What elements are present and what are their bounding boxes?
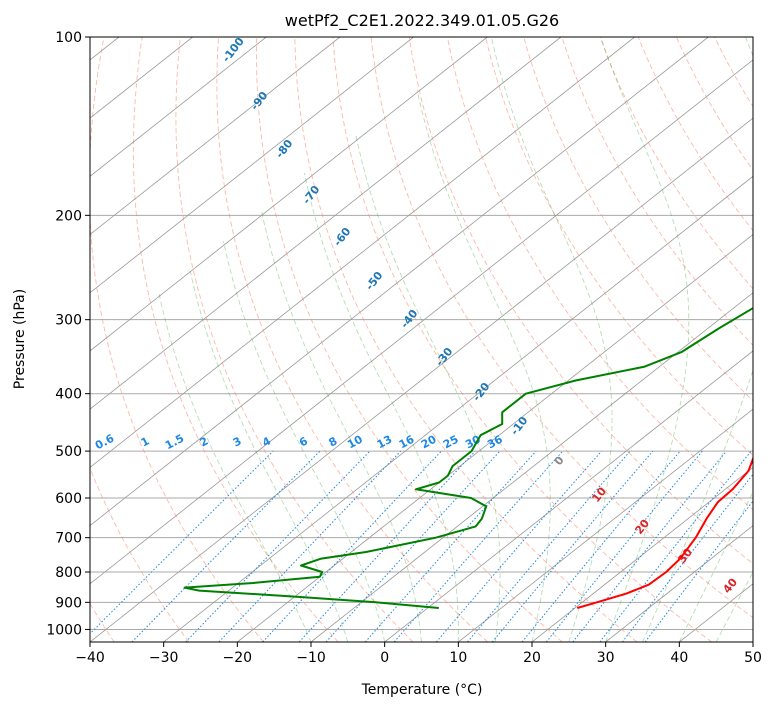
dewpoint-profile-line <box>183 306 753 609</box>
moist-adiabat-line <box>261 210 422 642</box>
moist-adiabat-line <box>158 294 312 642</box>
mixing-ratio-line <box>90 450 274 635</box>
isotherm-line <box>384 350 753 642</box>
dry-adiabats <box>90 37 753 642</box>
dry-adiabat-line <box>175 37 414 642</box>
mixing-ratio-line <box>364 450 537 642</box>
isotherm-line <box>458 408 753 642</box>
x-tick-label: −30 <box>149 650 179 666</box>
dry-adiabat-line <box>408 37 753 565</box>
moist-adiabat-line <box>678 490 753 642</box>
mixing-ratio-label: 25 <box>441 433 461 452</box>
moist-adiabat-line <box>355 135 501 642</box>
y-tick-label: 400 <box>55 387 82 403</box>
y-tick-label: 200 <box>55 208 82 224</box>
mixing-ratio-line <box>436 450 602 642</box>
dry-adiabat-line <box>370 37 753 619</box>
mixing-ratio-line <box>393 450 564 642</box>
temperature-profile-line <box>576 456 753 609</box>
y-tick-label: 300 <box>55 313 82 329</box>
dry-adiabat-line <box>675 37 753 171</box>
mixing-ratio-line <box>572 450 727 642</box>
dry-adiabat-line <box>216 37 488 642</box>
moist-adiabat-line <box>223 241 386 642</box>
y-tick-label: 800 <box>55 565 82 581</box>
plot-area: -100-90-80-70-60-50-40-30-20-10010203040… <box>90 37 753 642</box>
dry-adiabat-line <box>256 37 563 642</box>
mixing-ratio-line <box>521 450 681 642</box>
x-tick-label: 50 <box>744 650 762 666</box>
mixing-ratio-line <box>545 450 703 642</box>
mixing-ratio-line <box>491 450 654 642</box>
isotherm-line <box>90 117 753 642</box>
y-axis-ticks: 100 200 300 400 500 600 700 800 900 1000 <box>46 30 90 638</box>
mixing-ratio-label: 20 <box>419 433 439 452</box>
x-axis-label: Temperature (°C) <box>361 682 483 698</box>
isotherm-line <box>90 37 709 527</box>
moist-adiabats <box>158 37 753 642</box>
x-tick-label: 20 <box>523 650 541 666</box>
moist-adiabat-line <box>189 271 349 642</box>
mixing-ratio-label: 13 <box>375 433 395 452</box>
dry-adiabat-line <box>485 37 753 457</box>
dry-adiabat-line <box>523 37 753 402</box>
x-tick-label: −40 <box>75 650 105 666</box>
y-tick-label: 700 <box>55 531 82 547</box>
mixing-ratio-line <box>622 473 753 642</box>
y-tick-label: 100 <box>55 30 82 46</box>
mixing-ratio-line <box>185 450 371 642</box>
mixing-ratio-label: 30 <box>463 433 483 452</box>
isotherm-line <box>90 37 414 294</box>
isotherm-line <box>90 59 753 585</box>
mixing-ratio-lines <box>90 450 753 642</box>
moist-adiabat-line <box>416 89 551 642</box>
dry-adiabat-line <box>599 37 753 290</box>
mixing-ratio-line <box>131 450 321 642</box>
dry-adiabat-line <box>332 37 712 642</box>
dry-adiabat-line <box>637 37 753 232</box>
mixing-ratio-label: 10 <box>345 433 365 452</box>
isotherm-line <box>605 525 753 642</box>
x-tick-label: 10 <box>449 650 467 666</box>
y-axis-label: Pressure (hPa) <box>12 289 28 389</box>
isotherm-line <box>531 466 753 642</box>
isotherm-line <box>90 37 267 177</box>
mixing-ratio-line <box>298 450 476 642</box>
x-tick-label: 40 <box>670 650 688 666</box>
mixing-ratio-label: 16 <box>397 433 417 452</box>
plot-frame <box>89 36 754 643</box>
y-tick-label: 900 <box>55 595 82 611</box>
isotherm-line <box>90 37 488 352</box>
y-tick-label: 600 <box>55 491 82 507</box>
mixing-ratio-line <box>644 500 753 642</box>
isotherm-line <box>90 37 341 236</box>
isotherm-line <box>163 175 753 642</box>
profile-series <box>183 306 753 609</box>
mixing-ratio-line <box>325 450 501 642</box>
isotherm-line <box>90 37 562 410</box>
dry-adiabat-line <box>561 37 753 346</box>
dry-adiabat-line <box>294 37 638 642</box>
moist-adiabat-line <box>600 37 690 642</box>
dry-adiabat-line <box>90 37 264 642</box>
x-tick-label: 0 <box>380 650 389 666</box>
mixing-ratio-line <box>262 450 442 642</box>
moist-adiabat-line <box>490 37 613 642</box>
isotherm-line <box>237 234 753 642</box>
x-tick-label: −10 <box>296 650 326 666</box>
moist-adiabat-line <box>303 173 459 642</box>
isotherm-line <box>90 37 635 468</box>
y-tick-label: 1000 <box>46 622 82 638</box>
dry-adiabat-line <box>132 37 339 642</box>
x-tick-label: −20 <box>223 650 253 666</box>
x-axis-ticks: −40 −30 −20 −10 0 10 20 30 40 50 <box>75 642 762 666</box>
x-tick-label: 30 <box>597 650 615 666</box>
mixing-ratio-label: 36 <box>485 433 505 452</box>
chart-title: wetPf2_C2E1.2022.349.01.05.G26 <box>285 11 559 31</box>
y-tick-label: 500 <box>55 444 82 460</box>
